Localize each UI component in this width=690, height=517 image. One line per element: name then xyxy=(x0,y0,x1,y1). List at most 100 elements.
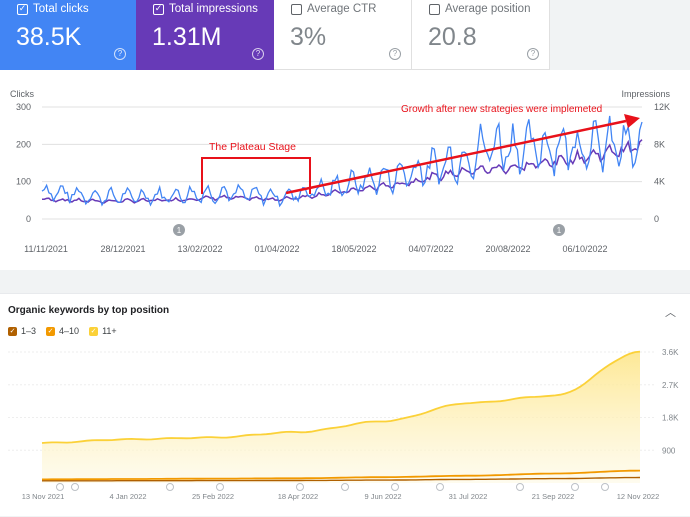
total-impressions-card[interactable]: ✓ Total impressions 1.31M ? xyxy=(136,0,274,70)
metric-value: 20.8 xyxy=(428,23,477,51)
metric-value: 3% xyxy=(290,23,327,51)
help-icon[interactable]: ? xyxy=(252,48,264,60)
event-marker[interactable] xyxy=(571,483,579,491)
right-tick-label: 8K xyxy=(654,139,665,149)
metric-label: Average CTR xyxy=(307,3,377,15)
x-tick-label: 06/10/2022 xyxy=(562,244,607,254)
x-tick-label: 20/08/2022 xyxy=(485,244,530,254)
event-marker[interactable] xyxy=(71,483,79,491)
event-marker[interactable] xyxy=(56,483,64,491)
left-axis-title: Clicks xyxy=(10,89,34,99)
legend-item-1-3[interactable]: ✓ 1–3 xyxy=(8,326,36,336)
x-tick-label: 12 Nov 2022 xyxy=(617,492,660,501)
x-tick-label: 13 Nov 2021 xyxy=(22,492,65,501)
x-tick-label: 18/05/2022 xyxy=(331,244,376,254)
checkbox-unchecked-icon[interactable] xyxy=(291,4,302,15)
impressions-series-line xyxy=(41,139,643,204)
metric-label: Total clicks xyxy=(33,3,89,15)
right-tick-label: 4K xyxy=(654,177,665,187)
keywords-11plus-line xyxy=(41,350,641,444)
keywords-y-ticks: 3.6K 2.7K 1.8K 900 xyxy=(662,348,679,455)
checkbox-checked-icon[interactable]: ✓ xyxy=(153,4,164,15)
x-axis-ticks: 11/11/2021 28/12/2021 13/02/2022 01/04/2022… xyxy=(24,244,607,254)
growth-arrowhead xyxy=(624,114,640,128)
left-tick-label: 0 xyxy=(26,214,31,224)
x-tick-label: 9 Jun 2022 xyxy=(364,492,401,501)
left-axis-ticks: 300 200 100 0 xyxy=(16,102,31,224)
event-marker[interactable] xyxy=(216,483,224,491)
help-icon[interactable]: ? xyxy=(389,48,401,60)
left-tick-label: 100 xyxy=(16,177,31,187)
plateau-bracket xyxy=(201,157,311,194)
keywords-legend: ✓ 1–3 ✓ 4–10 ✓ 11+ xyxy=(8,326,117,336)
growth-annotation: Growth after new strategies were impleme… xyxy=(401,104,602,115)
legend-label: 1–3 xyxy=(21,326,37,336)
keywords-chart[interactable]: 3.6K 2.7K 1.8K 900 13 Nov 2021 4 Jan 2022 25 … xyxy=(0,294,690,517)
keywords-x-ticks: 13 Nov 2021 4 Jan 2022 25 Feb 2022 18 Apr 2… xyxy=(22,492,660,501)
performance-chart-panel: Clicks Impressions 300 200 100 0 12K 8K 4K 0 1… xyxy=(0,70,690,270)
right-tick-label: 0 xyxy=(654,214,659,224)
legend-item-4-10[interactable]: ✓ 4–10 xyxy=(46,326,79,336)
event-marker[interactable] xyxy=(391,483,399,491)
x-tick-label: 4 Jan 2022 xyxy=(109,492,146,501)
average-position-card[interactable]: Average position 20.8 ? xyxy=(412,0,550,70)
event-marker[interactable] xyxy=(601,483,609,491)
legend-label: 4–10 xyxy=(59,326,80,336)
metric-label: Total impressions xyxy=(169,3,258,15)
metric-value: 38.5K xyxy=(16,23,82,51)
right-axis-ticks: 12K 8K 4K 0 xyxy=(654,102,670,224)
checkbox-checked-icon[interactable]: ✓ xyxy=(17,4,28,15)
clicks-series-line xyxy=(41,115,643,208)
checkbox-checked-icon[interactable]: ✓ xyxy=(8,326,17,336)
help-icon[interactable]: ? xyxy=(114,48,126,60)
left-tick-label: 200 xyxy=(16,139,31,149)
help-icon[interactable]: ? xyxy=(527,48,539,60)
keywords-event-markers xyxy=(56,483,609,491)
y-tick-label: 2.7K xyxy=(662,381,679,390)
performance-grid xyxy=(42,106,642,220)
left-tick-label: 300 xyxy=(16,102,31,112)
metric-label: Average position xyxy=(445,3,531,15)
x-tick-label: 31 Jul 2022 xyxy=(449,492,488,501)
event-marker[interactable] xyxy=(436,483,444,491)
metric-value: 1.31M xyxy=(152,23,222,51)
metric-cards: ✓ Total clicks 38.5K ? ✓ Total impressio… xyxy=(0,0,690,70)
right-tick-label: 12K xyxy=(654,102,670,112)
chevron-up-icon[interactable]: ︿ xyxy=(665,307,676,319)
x-tick-label: 25 Feb 2022 xyxy=(192,492,234,501)
right-axis-title: Impressions xyxy=(621,89,670,99)
annotation-marker-label: 1 xyxy=(557,226,562,235)
x-tick-label: 28/12/2021 xyxy=(100,244,145,254)
x-tick-label: 21 Sep 2022 xyxy=(532,492,575,501)
event-marker[interactable] xyxy=(296,483,304,491)
checkbox-checked-icon[interactable]: ✓ xyxy=(46,326,56,336)
x-tick-label: 01/04/2022 xyxy=(254,244,299,254)
event-marker[interactable] xyxy=(166,483,174,491)
legend-item-11-plus[interactable]: ✓ 11+ xyxy=(89,326,117,336)
keywords-1-3-line xyxy=(42,476,641,482)
event-marker[interactable] xyxy=(516,483,524,491)
annotation-marker[interactable] xyxy=(553,224,565,236)
y-tick-label: 900 xyxy=(662,446,676,455)
keywords-chart-title: Organic keywords by top position xyxy=(8,305,170,316)
average-ctr-card[interactable]: Average CTR 3% ? xyxy=(274,0,412,70)
y-tick-label: 1.8K xyxy=(662,414,679,423)
x-tick-label: 13/02/2022 xyxy=(177,244,222,254)
x-tick-label: 04/07/2022 xyxy=(408,244,453,254)
growth-arrow xyxy=(285,119,627,195)
plateau-annotation: The Plateau Stage xyxy=(209,141,296,153)
total-clicks-card[interactable]: ✓ Total clicks 38.5K ? xyxy=(0,0,136,70)
performance-chart[interactable]: Clicks Impressions 300 200 100 0 12K 8K 4K 0 1… xyxy=(0,70,690,270)
keywords-4-10-line xyxy=(42,469,641,481)
checkbox-unchecked-icon[interactable] xyxy=(429,4,440,15)
checkbox-checked-icon[interactable]: ✓ xyxy=(89,326,99,336)
legend-label: 11+ xyxy=(102,326,117,336)
keywords-chart-panel: Organic keywords by top position ︿ ✓ 1–3… xyxy=(0,293,690,516)
x-tick-label: 18 Apr 2022 xyxy=(278,492,318,501)
keywords-11plus-area xyxy=(42,351,640,483)
annotation-marker[interactable] xyxy=(173,224,185,236)
x-tick-label: 11/11/2021 xyxy=(24,244,68,254)
y-tick-label: 3.6K xyxy=(662,348,679,357)
event-marker[interactable] xyxy=(341,483,349,491)
